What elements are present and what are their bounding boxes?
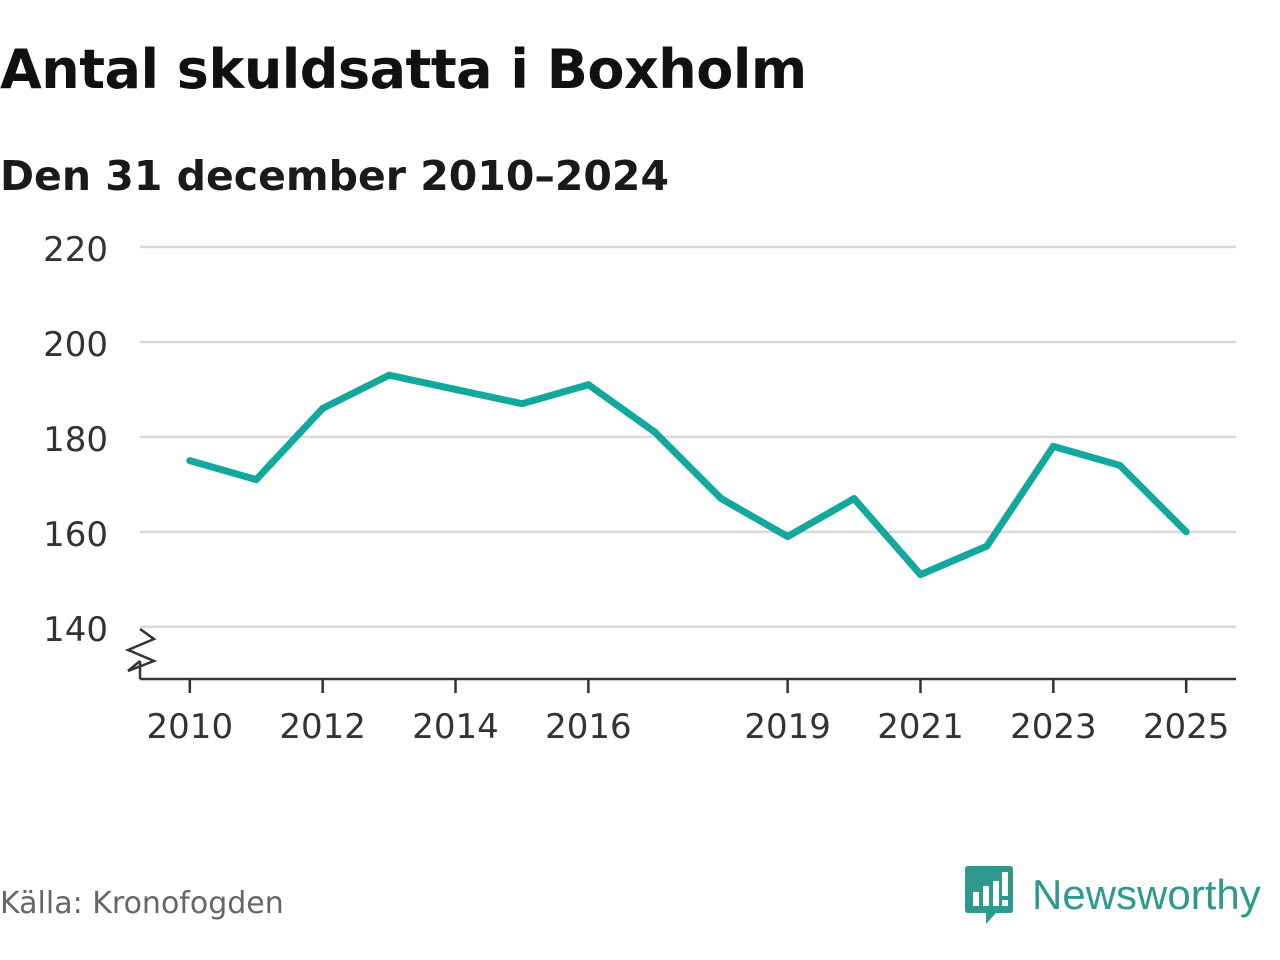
data-point	[916, 571, 924, 579]
newsworthy-logo-icon	[965, 866, 1013, 924]
x-tick-label: 2012	[279, 707, 366, 747]
x-tick-label: 2014	[412, 707, 499, 747]
data-point	[452, 385, 460, 393]
axis-break-icon	[124, 627, 158, 673]
data-point	[1049, 442, 1057, 450]
x-tick-label: 2016	[545, 707, 632, 747]
data-point	[850, 495, 858, 503]
x-tick-label: 2010	[147, 707, 234, 747]
y-tick-label: 200	[43, 325, 108, 365]
data-point	[651, 428, 659, 436]
data-point	[1116, 461, 1124, 469]
brand-name: Newsworthy	[1032, 871, 1261, 918]
brand-logo: Newsworthy	[964, 864, 1261, 926]
data-point	[1182, 528, 1190, 536]
chart-title: Antal skuldsatta i Boxholm	[0, 38, 807, 101]
data-point	[983, 542, 991, 550]
data-point	[784, 533, 792, 541]
y-tick-label: 140	[43, 610, 108, 650]
data-point	[319, 404, 327, 412]
data-point	[186, 457, 194, 465]
data-point	[252, 476, 260, 484]
y-tick-label: 160	[43, 515, 108, 555]
data-point	[518, 400, 526, 408]
chart-subtitle: Den 31 december 2010–2024	[0, 152, 669, 200]
x-tick-label: 2021	[877, 707, 964, 747]
series-line	[188, 371, 1189, 579]
y-tick-label: 180	[43, 420, 108, 460]
data-point	[385, 371, 393, 379]
x-tick-label: 2019	[744, 707, 831, 747]
x-tick-label: 2023	[1010, 707, 1097, 747]
source-label: Källa: Kronofogden	[0, 886, 284, 921]
x-tick-label: 2025	[1143, 707, 1230, 747]
y-tick-label: 220	[43, 230, 108, 270]
data-point	[584, 381, 592, 389]
data-point	[717, 495, 725, 503]
